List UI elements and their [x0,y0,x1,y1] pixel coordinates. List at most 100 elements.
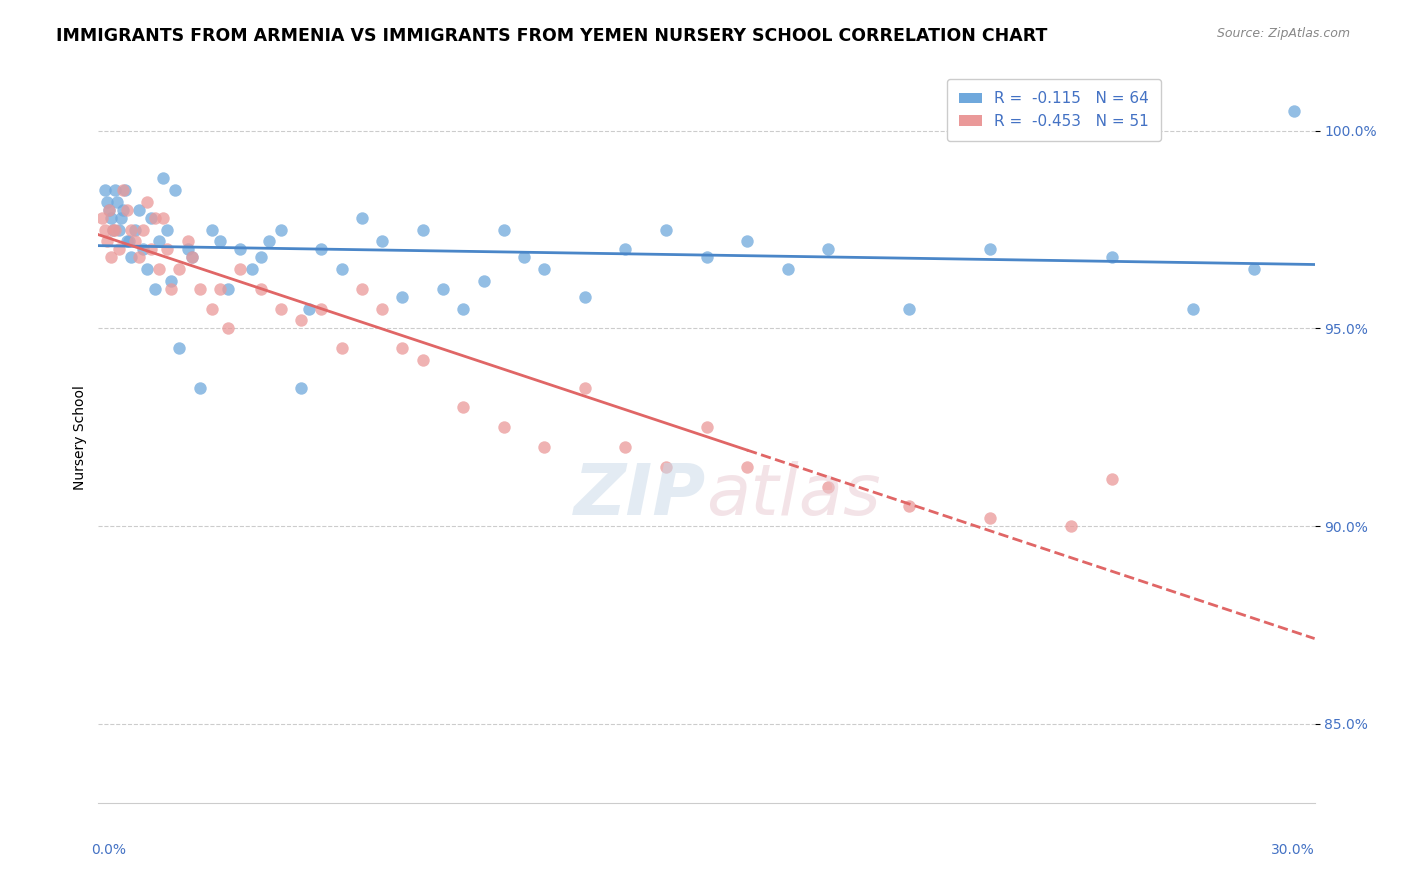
Point [290,313,312,327]
Point [120,250,142,264]
Point [156,222,179,236]
Legend: R =  -0.115   N = 64, R =  -0.453   N = 51: R = -0.115 N = 64, R = -0.453 N = 51 [946,79,1161,141]
Point [898,301,921,316]
Point [111,202,134,217]
Point [180,250,202,264]
Point [453,401,475,415]
Text: 30.0%: 30.0% [1271,843,1315,857]
Point [492,222,515,236]
Point [513,250,536,264]
Point [330,262,353,277]
Point [257,235,280,249]
Point [100,250,122,264]
Point [242,262,264,277]
Point [107,222,129,236]
Point [391,341,413,355]
Point [152,171,174,186]
Point [169,341,191,355]
Point [180,250,202,264]
Point [110,211,132,225]
Text: IMMIGRANTS FROM ARMENIA VS IMMIGRANTS FROM YEMEN NURSERY SCHOOL CORRELATION CHAR: IMMIGRANTS FROM ARMENIA VS IMMIGRANTS FR… [56,27,1047,45]
Point [201,301,224,316]
Point [1060,519,1083,533]
Point [350,211,373,225]
Y-axis label: Nursery School: Nursery School [73,384,87,490]
Point [432,282,454,296]
Point [160,274,183,288]
Point [148,262,170,277]
Point [105,194,128,209]
Point [104,183,127,197]
Point [655,459,678,474]
Point [114,183,136,197]
Point [391,290,413,304]
Point [209,235,232,249]
Point [1182,301,1205,316]
Point [311,301,333,316]
Point [96,194,118,209]
Point [217,321,239,335]
Point [817,479,839,493]
Point [111,183,134,197]
Point [412,353,434,368]
Point [93,183,115,197]
Point [188,282,211,296]
Point [115,202,138,217]
Point [270,222,292,236]
Point [96,235,118,249]
Point [128,250,150,264]
Point [139,211,162,225]
Point [696,420,718,434]
Point [176,235,198,249]
Point [655,222,678,236]
Point [371,301,394,316]
Text: Source: ZipAtlas.com: Source: ZipAtlas.com [1216,27,1350,40]
Point [249,282,271,296]
Point [148,235,170,249]
Point [311,242,333,256]
Point [270,301,292,316]
Point [574,381,596,395]
Point [696,250,718,264]
Point [136,194,159,209]
Point [412,222,434,236]
Point [209,282,232,296]
Point [249,250,271,264]
Point [290,381,312,395]
Point [533,262,555,277]
Point [1243,262,1265,277]
Point [115,235,138,249]
Point [201,222,224,236]
Point [817,242,839,256]
Point [735,459,758,474]
Point [1284,103,1306,118]
Point [217,282,239,296]
Point [472,274,495,288]
Point [165,183,187,197]
Point [132,242,155,256]
Point [776,262,799,277]
Point [1101,472,1123,486]
Point [169,262,191,277]
Point [229,242,252,256]
Point [124,235,146,249]
Text: 0.0%: 0.0% [91,843,127,857]
Point [97,202,120,217]
Text: ZIP: ZIP [574,461,707,530]
Point [160,282,183,296]
Point [156,242,179,256]
Point [118,235,141,249]
Point [229,262,252,277]
Point [614,242,637,256]
Point [176,242,198,256]
Point [533,440,555,454]
Point [898,500,921,514]
Point [492,420,515,434]
Point [139,242,162,256]
Point [128,202,150,217]
Point [101,222,124,236]
Point [350,282,373,296]
Point [107,242,129,256]
Point [979,511,1001,525]
Point [136,262,159,277]
